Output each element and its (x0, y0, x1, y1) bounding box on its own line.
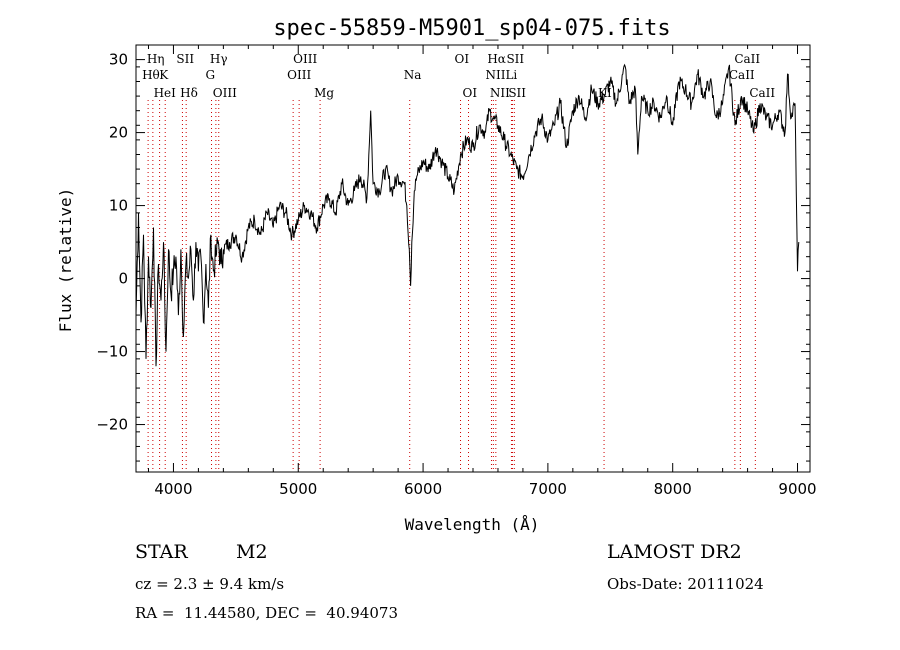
line-marker-label: Hη (147, 52, 165, 66)
spectrum-line (135, 63, 800, 367)
line-marker-label: Mg (314, 86, 334, 100)
line-marker-label: OI (455, 52, 470, 66)
line-marker-label: OIII (213, 86, 237, 100)
line-marker-label: Li (505, 68, 517, 82)
line-marker-label: CaII (749, 86, 775, 100)
series-layer (135, 63, 800, 367)
line-marker-label: CaII (729, 68, 755, 82)
line-marker-label: HeI (154, 86, 177, 100)
survey-label: LAMOST DR2 (607, 541, 742, 563)
axis-ticks: 4000 5000 6000 7000 8000 9000 −20 −10 0 10 20 30 (96, 45, 817, 498)
x-tick-label: 6000 (404, 480, 442, 498)
line-marker-label: OIII (287, 68, 311, 82)
y-tick-label: 10 (109, 197, 128, 215)
x-tick-label: 7000 (529, 480, 567, 498)
y-tick-label: 30 (109, 51, 128, 69)
line-marker-label: OIII (293, 52, 317, 66)
chart-title: spec-55859-M5901_sp04-075.fits (273, 16, 670, 41)
line-marker-label: SII (508, 86, 526, 100)
line-marker-label: Hγ (210, 52, 228, 66)
obs-date-line: Obs-Date: 20111024 (607, 575, 764, 593)
x-tick-label: 4000 (154, 480, 192, 498)
line-marker-label: SII (176, 52, 194, 66)
y-tick-label: 20 (109, 124, 128, 142)
line-marker-label: Hα (487, 52, 506, 66)
x-axis-label: Wavelength (Å) (405, 515, 540, 534)
coordinates-line: RA = 11.44580, DEC = 40.94073 (135, 604, 399, 622)
line-marker-label: Hδ (180, 86, 198, 100)
line-marker-label: Na (404, 68, 422, 82)
y-tick-label: −20 (96, 416, 128, 434)
object-class: STAR (135, 541, 188, 563)
object-subclass: M2 (236, 541, 268, 563)
line-marker-label: OI (463, 86, 478, 100)
line-marker-label: K (159, 68, 169, 82)
line-marker-label: CaII (734, 52, 760, 66)
x-tick-label: 5000 (279, 480, 317, 498)
y-axis-label: Flux (relative) (56, 188, 75, 333)
x-tick-label: 9000 (778, 480, 816, 498)
line-marker-label: G (206, 68, 216, 82)
y-tick-label: 0 (118, 270, 128, 288)
x-tick-label: 8000 (654, 480, 692, 498)
y-tick-label: −10 (96, 343, 128, 361)
plot-frame (135, 44, 811, 473)
line-marker-label: NII (485, 68, 505, 82)
line-marker-label: NII (490, 86, 510, 100)
line-marker-label: Hθ (142, 68, 160, 82)
redshift-line: cz = 2.3 ± 9.4 km/s (135, 575, 285, 593)
line-marker-label: SII (506, 52, 524, 66)
